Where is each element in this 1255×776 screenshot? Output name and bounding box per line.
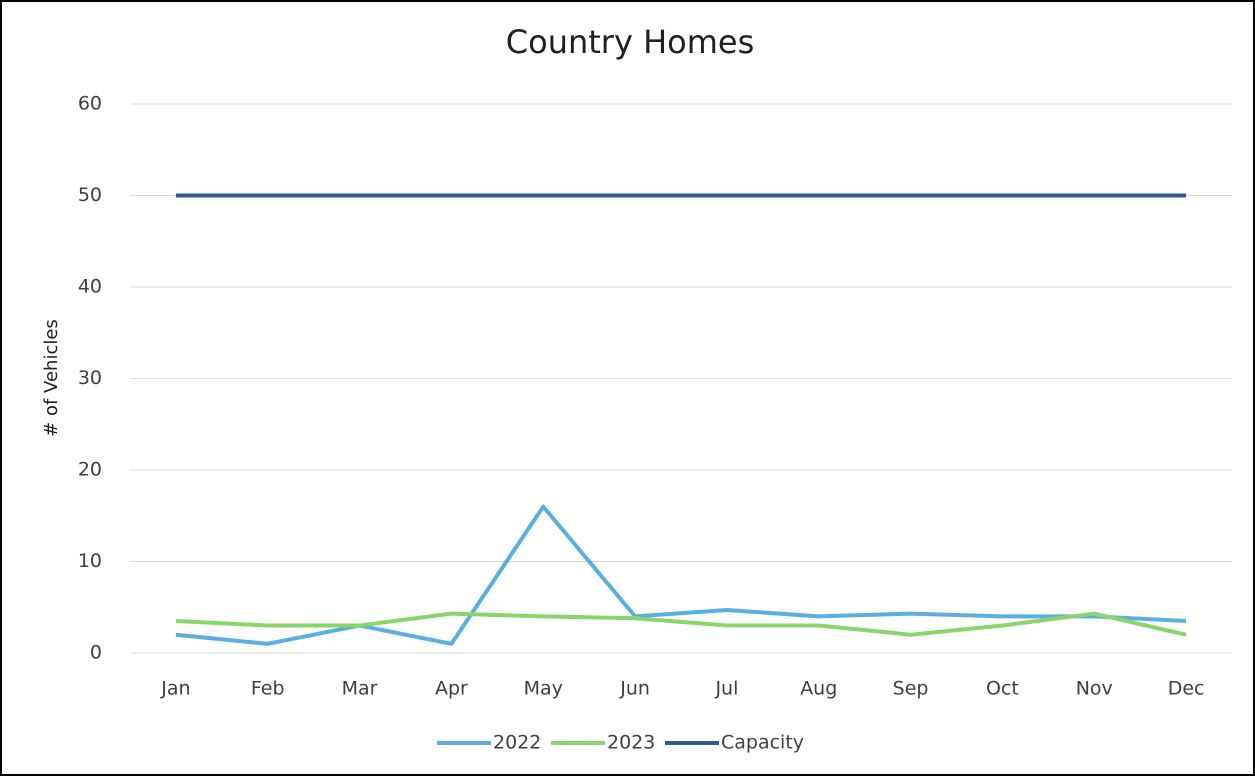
y-axis-label: # of Vehicles [41, 319, 62, 437]
legend-label: 2023 [607, 732, 655, 754]
legend-label: 2022 [493, 732, 541, 754]
x-tick-label: Jul [714, 678, 738, 700]
x-tick-label: Nov [1076, 678, 1113, 700]
y-tick-label: 10 [78, 550, 102, 572]
chart-title: Country Homes [506, 23, 754, 61]
x-tick-label: Mar [342, 678, 378, 700]
y-tick-label: 0 [90, 642, 102, 664]
data-line [175, 611, 1187, 637]
x-tick-label: Oct [986, 678, 1019, 700]
x-tick-label: Aug [800, 678, 837, 700]
x-tick-label: May [524, 678, 563, 700]
legend-label: Capacity [721, 732, 804, 754]
y-tick-label: 40 [78, 276, 102, 298]
x-tick-label: Dec [1168, 678, 1205, 700]
x-tick-label: Jun [619, 678, 650, 700]
x-tick-label: Jan [160, 678, 190, 700]
data-line [175, 504, 1187, 646]
x-tick-label: Sep [893, 678, 929, 700]
y-tick-label: 20 [78, 459, 102, 481]
x-tick-label: Feb [251, 678, 285, 700]
y-tick-label: 60 [78, 93, 102, 115]
y-tick-label: 30 [78, 367, 102, 389]
x-tick-label: Apr [435, 678, 468, 700]
y-tick-label: 50 [78, 184, 102, 206]
